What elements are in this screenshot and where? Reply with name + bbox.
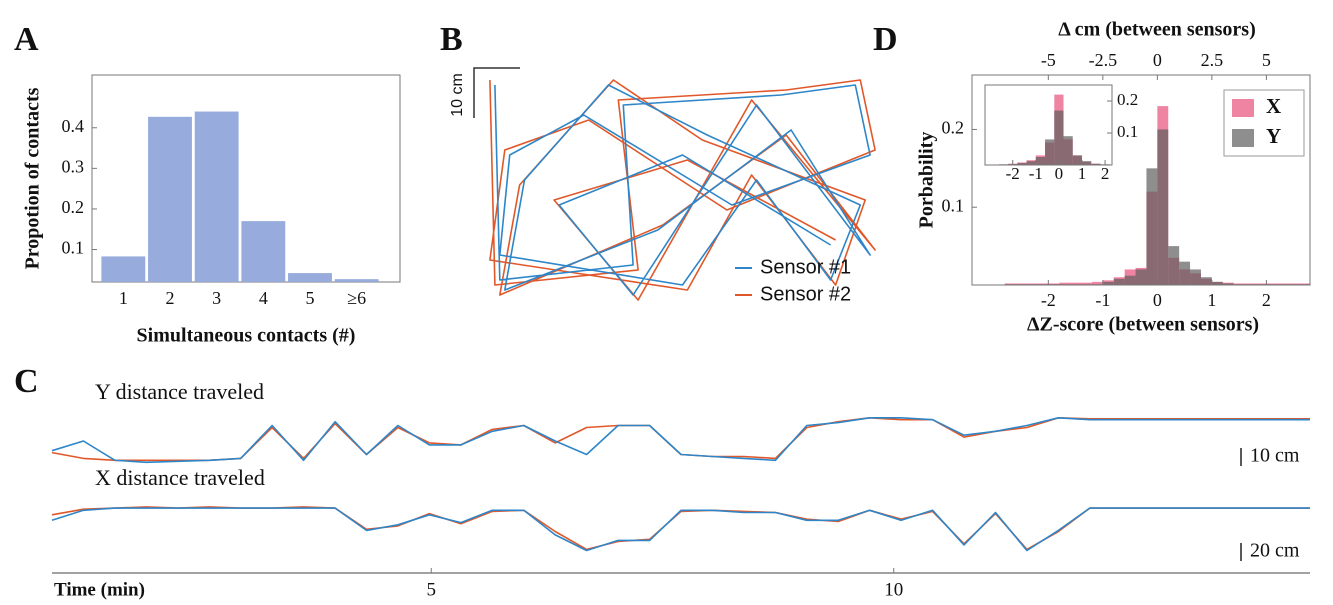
histogram-bar (1081, 161, 1092, 165)
x-tick-label: -2 (1006, 164, 1020, 183)
histogram-bar (1081, 282, 1092, 285)
y-axis-label: Porbability (916, 132, 938, 229)
legend-label: Sensor #1 (760, 256, 851, 278)
y-axis-label: Propotion of contacts (22, 87, 44, 269)
scale-label: 10 cm (1250, 445, 1300, 467)
x-tick-label: -2.5 (1089, 50, 1118, 70)
x-tick-label: 0 (1153, 290, 1162, 310)
line-series (489, 79, 876, 301)
y-tick-label: 0.3 (62, 156, 85, 176)
scale-label: 20 cm (1250, 540, 1300, 562)
histogram-bar (1124, 275, 1136, 285)
histogram-bar (1135, 269, 1147, 285)
x-tick-label: 1 (1078, 164, 1087, 183)
x-tick-label: 1 (1207, 290, 1216, 310)
y-tick-label: 0.2 (1117, 90, 1138, 109)
scale-label: 10 cm (449, 73, 466, 117)
histogram-bar (1102, 281, 1114, 285)
x-tick-label: -5 (1041, 50, 1056, 70)
y-tick-label: 0.2 (62, 197, 85, 217)
histogram-bar (1072, 155, 1082, 165)
bar (101, 256, 146, 282)
panel-label: C (14, 363, 39, 400)
trace-title: Y distance traveled (95, 379, 264, 404)
panel-label: A (14, 21, 39, 58)
histogram-bar (1091, 163, 1101, 165)
legend-label: X (1266, 94, 1281, 118)
histogram-bar (1179, 261, 1191, 285)
histogram-bar (1063, 136, 1073, 165)
y-tick-label: 0.2 (942, 118, 965, 138)
x-tick-label: 10 (884, 579, 903, 600)
line-series (51, 417, 1310, 464)
bar (148, 116, 192, 283)
x-tick-label: 3 (212, 288, 221, 308)
x-tick-label: 2 (166, 288, 175, 308)
histogram-bar (1200, 277, 1212, 285)
x-tick-label: 0 (1055, 164, 1064, 183)
histogram-bar (1045, 139, 1055, 165)
top-axis-label: Δ cm (between sensors) (1058, 19, 1256, 41)
y-tick-label: 0.4 (62, 116, 85, 136)
histogram-bar (1026, 161, 1036, 165)
bar (194, 111, 239, 282)
y-tick-label: 0.1 (1117, 122, 1138, 141)
legend-label: Sensor #2 (760, 283, 851, 305)
histogram-bar (1059, 282, 1071, 285)
line-series (51, 507, 1310, 552)
histogram-bar (1070, 282, 1082, 285)
y-tick-label: 0.1 (942, 195, 965, 215)
bar (288, 273, 332, 282)
histogram-bar (1190, 269, 1201, 285)
x-tick-label: 5 (1262, 50, 1271, 70)
x-tick-label: -1 (1095, 290, 1110, 310)
histogram-bar (1211, 281, 1223, 285)
x-axis-label: Time (min) (54, 579, 145, 600)
x-tick-label: -1 (1029, 164, 1043, 183)
histogram-bar (1168, 246, 1180, 285)
y-tick-label: 0.1 (62, 238, 85, 258)
trace-title: X distance traveled (95, 465, 265, 490)
legend-label: Y (1266, 124, 1281, 148)
legend-swatch (1232, 129, 1254, 147)
bar (241, 221, 286, 282)
histogram-bar (1035, 157, 1046, 165)
x-tick-label: 5 (306, 288, 315, 308)
x-tick-label: 1 (119, 288, 128, 308)
bar (334, 279, 379, 282)
panel-label: B (440, 21, 463, 58)
line-series (494, 84, 871, 296)
histogram-bar (1157, 129, 1169, 285)
legend-swatch (1232, 99, 1254, 117)
histogram-bar (1222, 283, 1234, 285)
x-axis-label: ΔZ-score (between sensors) (1027, 314, 1259, 336)
x-tick-label: 4 (259, 288, 268, 308)
panel-label: D (873, 21, 898, 58)
axes-frame (984, 84, 1113, 166)
x-tick-label: -2 (1041, 290, 1056, 310)
histogram-bar (1091, 281, 1103, 285)
x-axis-label: Simultaneous contacts (#) (137, 325, 356, 347)
x-tick-label: 2 (1101, 164, 1110, 183)
x-tick-label: 2 (1262, 290, 1271, 310)
line-series (51, 506, 1310, 551)
histogram-bar (1146, 168, 1158, 285)
histogram-bar (1054, 110, 1064, 165)
x-tick-label: 2.5 (1201, 50, 1224, 70)
histogram-bar (1017, 163, 1027, 165)
x-tick-label: 0 (1153, 50, 1162, 70)
scale-bar (473, 67, 520, 118)
x-tick-label: 5 (427, 579, 437, 600)
x-tick-label: ≥6 (347, 288, 366, 308)
axes-frame (971, 74, 1311, 286)
histogram-bar (1113, 278, 1125, 285)
